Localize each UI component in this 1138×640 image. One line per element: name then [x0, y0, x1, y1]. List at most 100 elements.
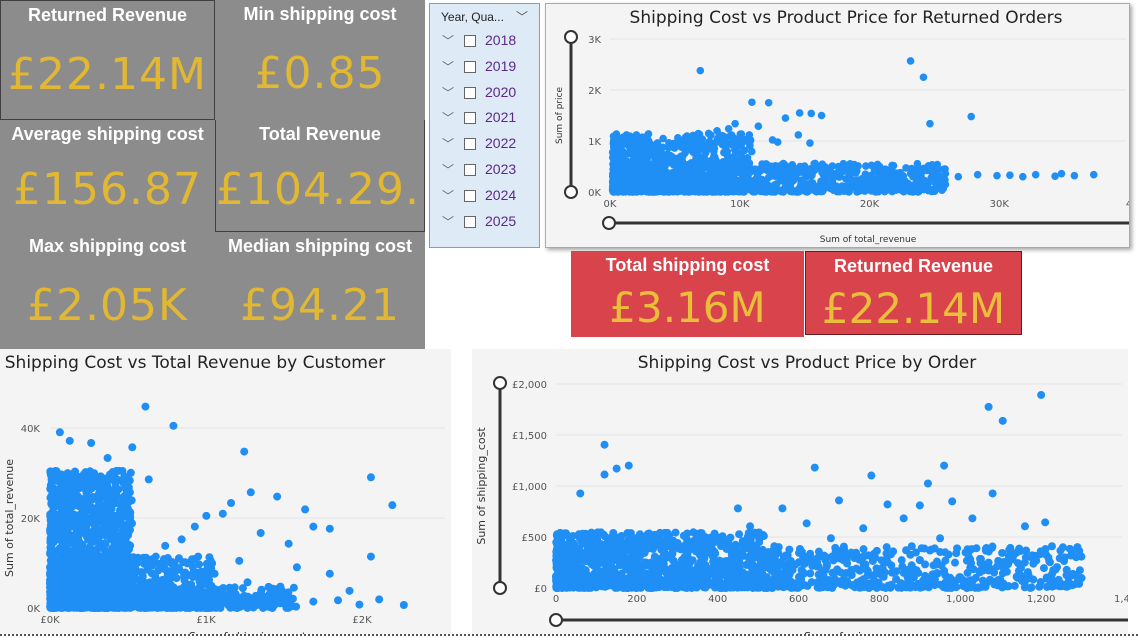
data-point — [774, 186, 783, 195]
data-point — [91, 478, 100, 487]
data-point — [839, 183, 848, 191]
data-point — [110, 515, 119, 524]
data-point — [86, 600, 95, 609]
data-point — [161, 541, 170, 550]
data-point — [47, 499, 56, 508]
y-zoom-handle[interactable] — [493, 376, 507, 390]
data-point — [113, 492, 122, 501]
y-zoom-handle[interactable] — [564, 30, 578, 44]
data-point — [74, 472, 83, 481]
slicer-item-2020[interactable]: ﹀ 2020 — [442, 84, 537, 104]
checkbox[interactable] — [464, 164, 476, 176]
data-point — [754, 122, 763, 131]
data-point — [90, 513, 99, 522]
data-point — [111, 483, 120, 492]
slicer-item-2018[interactable]: ﹀ 2018 — [442, 32, 537, 52]
x-zoom-handle[interactable] — [602, 216, 616, 230]
slicer-item-2022[interactable]: ﹀ 2022 — [442, 135, 537, 155]
data-point — [612, 130, 621, 138]
expand-chevron-icon[interactable]: ﹀ — [442, 188, 455, 203]
data-point — [626, 554, 635, 563]
expand-chevron-icon[interactable]: ﹀ — [442, 85, 455, 100]
expand-chevron-icon[interactable]: ﹀ — [442, 34, 455, 48]
data-point — [153, 603, 162, 612]
data-point — [750, 176, 759, 185]
data-point — [709, 147, 718, 156]
data-point — [861, 187, 869, 195]
data-point — [806, 139, 814, 147]
data-point — [689, 137, 698, 146]
checkbox[interactable] — [464, 138, 476, 151]
x-zoom-handle[interactable] — [549, 613, 563, 627]
data-point — [993, 171, 1001, 180]
expand-chevron-icon[interactable]: ﹀ — [442, 111, 455, 126]
data-point — [50, 593, 59, 602]
data-point — [800, 165, 808, 174]
data-point — [745, 139, 754, 148]
data-point — [46, 556, 55, 565]
data-point — [238, 584, 247, 593]
data-point — [309, 522, 318, 531]
data-point — [661, 535, 670, 544]
kpi-label: Returned Revenue — [27, 5, 188, 25]
expand-chevron-icon[interactable]: ﹀ — [442, 163, 455, 177]
y-zoom-handle[interactable] — [564, 185, 578, 199]
slicer-item-2024[interactable]: ﹀ 2024 — [442, 187, 537, 207]
slicer-item-2023[interactable]: ﹀ 2023 — [442, 161, 537, 181]
data-point — [58, 546, 67, 555]
data-point — [711, 549, 720, 558]
data-point — [930, 187, 939, 195]
data-point — [125, 555, 134, 564]
data-point — [718, 131, 727, 140]
data-point — [65, 590, 74, 599]
data-point — [128, 443, 137, 452]
slicer-item-2019[interactable]: ﹀ 2019 — [442, 58, 537, 78]
data-point — [117, 577, 126, 586]
returned-orders-scatter[interactable]: Shipping Cost vs Product Price for Retur… — [546, 4, 1132, 247]
data-point — [649, 165, 658, 173]
checkbox[interactable] — [464, 60, 476, 73]
kpi-card-min-shipping-cost: Min shipping cost £0.85 — [215, 0, 425, 120]
expand-chevron-icon[interactable]: ﹀ — [442, 59, 455, 74]
data-point — [756, 186, 764, 195]
data-point — [745, 131, 754, 139]
chevron-down-icon[interactable]: ﹀ — [516, 10, 529, 24]
data-point — [789, 165, 798, 174]
data-point — [712, 171, 721, 179]
data-point — [231, 603, 240, 612]
data-point — [86, 583, 95, 592]
slicer-header[interactable]: Year, Qua... — [441, 10, 504, 24]
customer-scatter[interactable]: Shipping Cost vs Total Revenue by Custom… — [0, 349, 451, 640]
data-point — [844, 168, 853, 177]
data-point — [845, 188, 853, 196]
data-point — [246, 594, 255, 603]
data-point — [84, 556, 93, 565]
slicer-item-2025[interactable]: ﹀ 2025 — [442, 213, 537, 233]
slicer-item-2021[interactable]: ﹀ 2021 — [442, 109, 537, 129]
data-point — [701, 533, 710, 542]
data-point — [96, 513, 105, 522]
data-point — [702, 184, 710, 192]
expand-chevron-icon[interactable]: ﹀ — [442, 214, 455, 229]
checkbox[interactable] — [464, 189, 476, 202]
y-zoom-handle[interactable] — [493, 581, 507, 595]
kpi-label: Average shipping cost — [11, 124, 204, 144]
data-point — [670, 172, 678, 181]
year-label: 2018 — [485, 32, 517, 48]
expand-chevron-icon[interactable]: ﹀ — [442, 137, 455, 152]
data-point — [88, 484, 97, 493]
y-axis-label: Sum of shipping_cost — [475, 427, 488, 545]
data-point — [645, 184, 654, 192]
data-point — [366, 552, 375, 561]
y-tick-label: 0K — [588, 188, 601, 199]
order-scatter[interactable]: Shipping Cost vs Product Price by Order£… — [472, 349, 1130, 640]
data-point — [631, 545, 640, 554]
checkbox[interactable] — [464, 86, 476, 99]
data-point — [553, 548, 562, 557]
data-point — [55, 428, 64, 437]
checkbox[interactable] — [464, 112, 476, 125]
y-tick-label: 20K — [21, 514, 41, 525]
checkbox[interactable] — [464, 215, 476, 228]
checkbox[interactable] — [464, 35, 476, 47]
data-point — [731, 557, 740, 566]
